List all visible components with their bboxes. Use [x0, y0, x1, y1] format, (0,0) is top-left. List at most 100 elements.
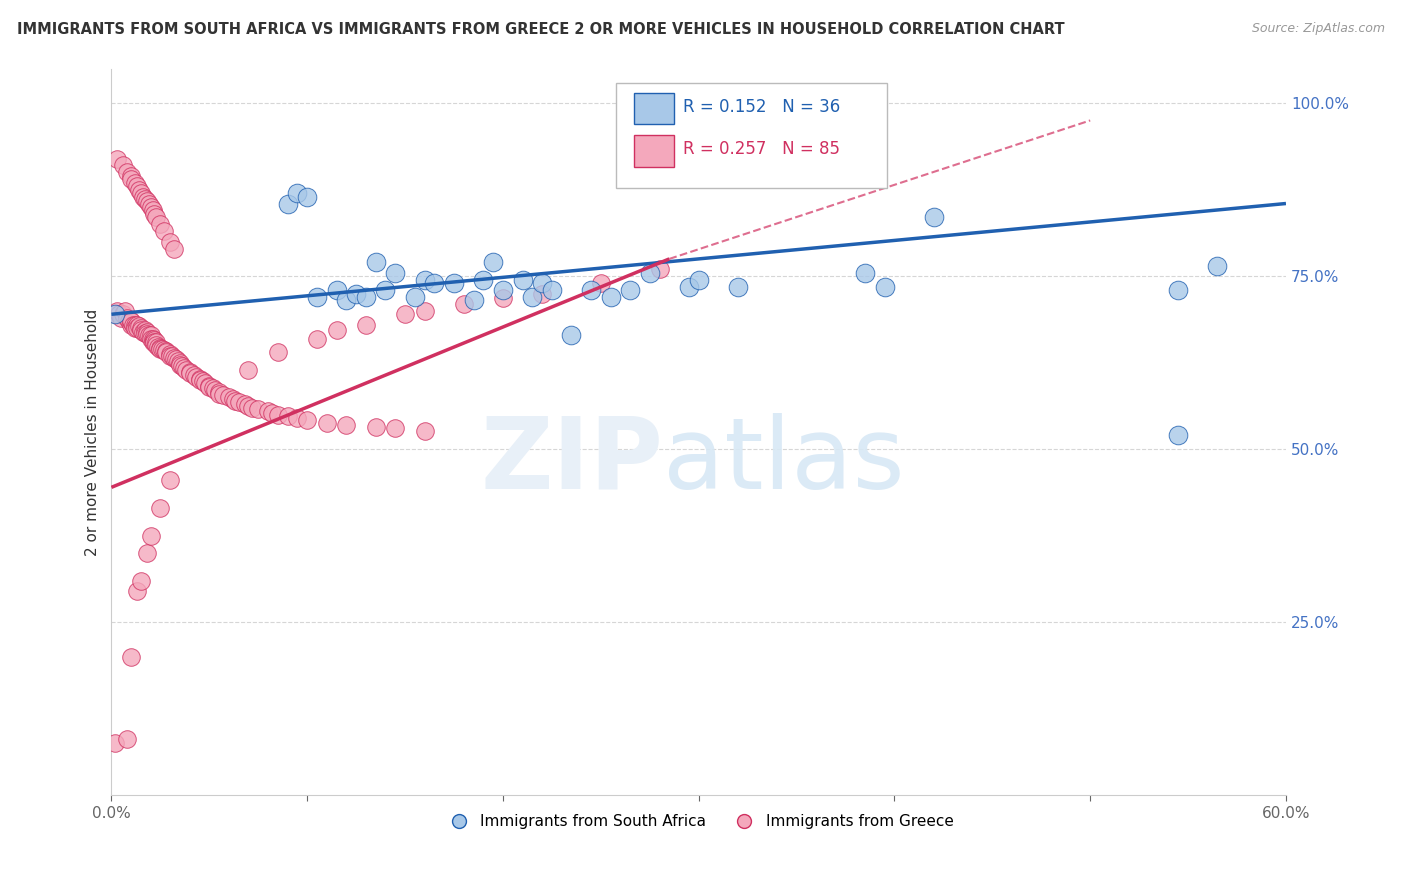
Point [531, 276, 554, 290]
Point [579, 283, 602, 297]
Point [233, 397, 256, 411]
Point [208, 387, 231, 401]
Point [145, 334, 167, 349]
Point [105, 303, 128, 318]
Point [114, 303, 136, 318]
Point [267, 345, 290, 359]
Point [149, 342, 172, 356]
Point [688, 273, 710, 287]
Point [124, 321, 146, 335]
Point [295, 189, 318, 203]
Point [169, 358, 191, 372]
Point [132, 325, 155, 339]
Point [150, 342, 173, 356]
Point [305, 290, 328, 304]
Point [188, 373, 211, 387]
Point [364, 420, 387, 434]
Point [124, 318, 146, 332]
Point [228, 395, 250, 409]
Point [384, 266, 406, 280]
Point [160, 349, 183, 363]
Point [108, 307, 131, 321]
Point [208, 385, 231, 400]
Point [335, 293, 357, 308]
Point [325, 283, 347, 297]
Point [589, 276, 612, 290]
Point [853, 266, 876, 280]
Point [364, 255, 387, 269]
Point [492, 291, 515, 305]
Point [141, 203, 163, 218]
Point [202, 381, 225, 395]
Point [404, 290, 426, 304]
Point [110, 310, 132, 325]
Point [141, 331, 163, 345]
Point [167, 353, 190, 368]
Point [599, 290, 621, 304]
Point [560, 328, 582, 343]
Point [287, 411, 309, 425]
Point [125, 321, 148, 335]
Point [183, 368, 205, 383]
Point [134, 192, 156, 206]
Point [443, 276, 465, 290]
Point [394, 307, 416, 321]
Text: IMMIGRANTS FROM SOUTH AFRICA VS IMMIGRANTS FROM GREECE 2 OR MORE VEHICLES IN HOU: IMMIGRANTS FROM SOUTH AFRICA VS IMMIGRAN… [17, 22, 1064, 37]
Text: Source: ZipAtlas.com: Source: ZipAtlas.com [1251, 22, 1385, 36]
Point [143, 333, 166, 347]
Point [165, 352, 187, 367]
Point [224, 393, 246, 408]
Point [492, 283, 515, 297]
Point [482, 255, 505, 269]
Point [155, 345, 177, 359]
Point [463, 293, 485, 308]
Point [125, 584, 148, 599]
Point [135, 325, 157, 339]
Point [1167, 283, 1189, 297]
Point [260, 406, 283, 420]
Point [173, 360, 195, 375]
FancyBboxPatch shape [634, 135, 673, 167]
Point [145, 211, 167, 225]
Point [267, 408, 290, 422]
Point [423, 276, 446, 290]
Point [138, 328, 160, 343]
Point [138, 196, 160, 211]
Point [129, 323, 152, 337]
Point [120, 314, 142, 328]
Point [163, 242, 186, 256]
Point [374, 283, 396, 297]
Point [170, 359, 193, 374]
Point [218, 390, 240, 404]
Point [115, 310, 138, 325]
Point [129, 186, 152, 201]
Point [153, 343, 176, 358]
Point [873, 279, 896, 293]
Point [638, 266, 661, 280]
Point [143, 207, 166, 221]
Point [159, 474, 181, 488]
Point [149, 217, 172, 231]
Point [287, 186, 309, 201]
Point [143, 334, 166, 349]
Point [153, 224, 176, 238]
Point [149, 341, 172, 355]
Point [238, 362, 260, 376]
Point [129, 321, 152, 335]
Point [159, 349, 181, 363]
Point [1206, 259, 1229, 273]
Point [145, 338, 167, 352]
Point [531, 286, 554, 301]
Text: R = 0.152   N = 36: R = 0.152 N = 36 [683, 98, 841, 116]
Point [120, 649, 142, 664]
Point [112, 158, 135, 172]
FancyBboxPatch shape [616, 83, 887, 188]
Point [159, 235, 181, 249]
Point [134, 323, 156, 337]
Point [128, 183, 150, 197]
Text: R = 0.257   N = 85: R = 0.257 N = 85 [683, 140, 841, 158]
Point [413, 424, 436, 438]
Point [135, 194, 157, 209]
Point [139, 200, 162, 214]
Point [541, 283, 564, 297]
